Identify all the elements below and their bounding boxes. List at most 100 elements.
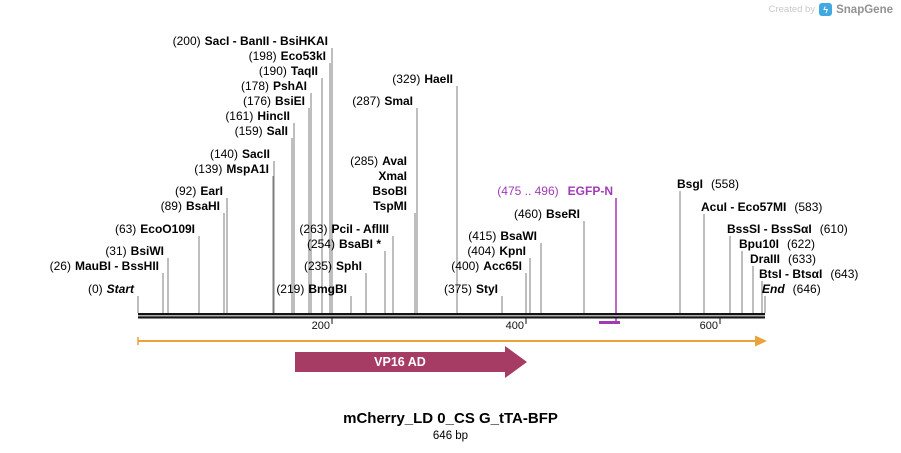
site-label: (200) SacI - BanII - BsiHKAI [173,35,328,48]
site-name: AcuI - Eco57MI [701,200,787,214]
site-label: (63) EcoO109I [115,223,195,236]
site-label: (254) BsaBI * [307,238,381,251]
snapgene-logo-icon: ϟ [819,3,833,16]
site-name: BsiWI [130,244,164,258]
site-label: (178) PshAI [241,80,307,93]
site-name: PciI - AflIII [331,222,389,236]
site-name: PshAI [272,79,307,93]
site-label: (400) Acc65I [451,260,522,273]
site-pos: (0) [87,282,103,296]
site-pos: (178) [240,79,269,93]
vp16-arrow [295,346,527,378]
site-pos: (139) [194,162,223,176]
site-name: Acc65I [483,259,522,273]
site-pos: (460) [513,207,542,221]
site-pos: (63) [114,222,137,236]
site-name: TspMI [373,199,407,213]
site-name: MspA1I [226,162,269,176]
ruler-number: 600 [699,320,718,332]
site-pos: (200) [172,34,201,48]
site-label: (375) StyI [444,283,498,296]
site-label: BtsI - BtsαI (643) [759,268,858,281]
site-name: End [762,282,785,296]
site-pos: (198) [248,49,277,63]
site-pos: (176) [242,94,271,108]
site-name: BsaHI [185,199,220,213]
site-pos: (235) [303,259,332,273]
egfp-feature-segment [599,321,620,324]
site-name: HincII [257,109,290,123]
site-name: BssSI - BssSαI [727,222,812,236]
site-label: (89) BsaHI [161,200,220,213]
map-length: 646 bp [432,430,469,442]
site-pos: (646) [792,282,821,296]
site-pos: (285) [350,154,379,168]
site-pos: (610) [819,222,848,236]
site-pos: (92) [174,184,197,198]
site-name: SacI - BanII - BsiHKAI [204,34,328,48]
backbone-arrowhead [755,335,767,347]
site-label: (415) BsaWI [468,230,537,243]
sequence-bar [138,313,765,319]
site-label: (31) BsiWI [105,245,164,258]
site-pos: (622) [787,237,816,251]
ruler-ticks [331,318,721,324]
site-name: StyI [475,282,498,296]
site-label: (329) HaeII [392,73,453,86]
site-pos: (643) [830,267,859,281]
watermark: Created by ϟ SnapGene [769,3,893,16]
site-pos: (254) [306,237,335,251]
site-pos: (415) [468,229,497,243]
site-name: SacII [241,147,270,161]
site-pos: (633) [788,252,817,266]
map-title: mCherry_LD 0_CS G_tTA-BFP [343,410,558,427]
site-label: (159) SalI [235,125,288,138]
ruler-number: 400 [505,320,524,332]
site-label: (139) MspA1I [194,163,269,176]
site-pos: (400) [451,259,480,273]
site-label: (404) KpnI [467,245,526,258]
site-label: (287) SmaI [352,95,413,108]
site-label: (176) BsiEI [243,95,305,108]
feature-name: EGFP-N [567,184,613,198]
vp16-feature-label: VP16 AD [374,355,426,369]
site-label: (190) TaqII [259,65,318,78]
site-name: SphI [336,259,362,273]
end-label: End (646) [762,283,821,296]
site-name: KpnI [499,244,526,258]
site-pos: (329) [392,72,421,86]
site-pos: (161) [225,109,254,123]
site-label: BssSI - BssSαI (610) [727,223,848,236]
site-label: (26) MauBI - BssHII [50,260,159,273]
site-name: MauBI - BssHII [74,259,159,273]
site-pos: (583) [794,200,823,214]
site-name: Bpu10I [739,237,780,251]
site-label: XmaI [374,170,407,183]
site-pos: (219) [276,282,305,296]
site-label: (263) PciI - AflIII [299,223,389,236]
site-pos: (140) [209,147,238,161]
site-pos: (159) [234,124,263,138]
ruler-number: 200 [311,320,330,332]
watermark-brand: SnapGene [836,3,893,16]
site-pos: (190) [258,64,287,78]
site-name: BmgBI [308,282,347,296]
watermark-created-by: Created by [768,4,816,15]
site-name: SalI [266,124,288,138]
site-name: EcoO109I [140,222,195,236]
site-label: (161) HincII [225,110,290,123]
site-name: HaeII [424,72,453,86]
site-name: BsgI [677,177,704,191]
site-name: BtsI - BtsαI [759,267,823,281]
site-name: SmaI [384,94,413,108]
site-name: EarI [200,184,223,198]
site-name: BseRI [545,207,580,221]
site-name: DraIII [750,252,781,266]
site-label: AcuI - Eco57MI (583) [701,201,822,214]
site-label: (140) SacII [210,148,270,161]
site-label: (219) BmgBI [276,283,347,296]
site-pos: (287) [352,94,381,108]
site-label: BsoBI [368,185,407,198]
start-label: (0) Start [88,283,134,296]
